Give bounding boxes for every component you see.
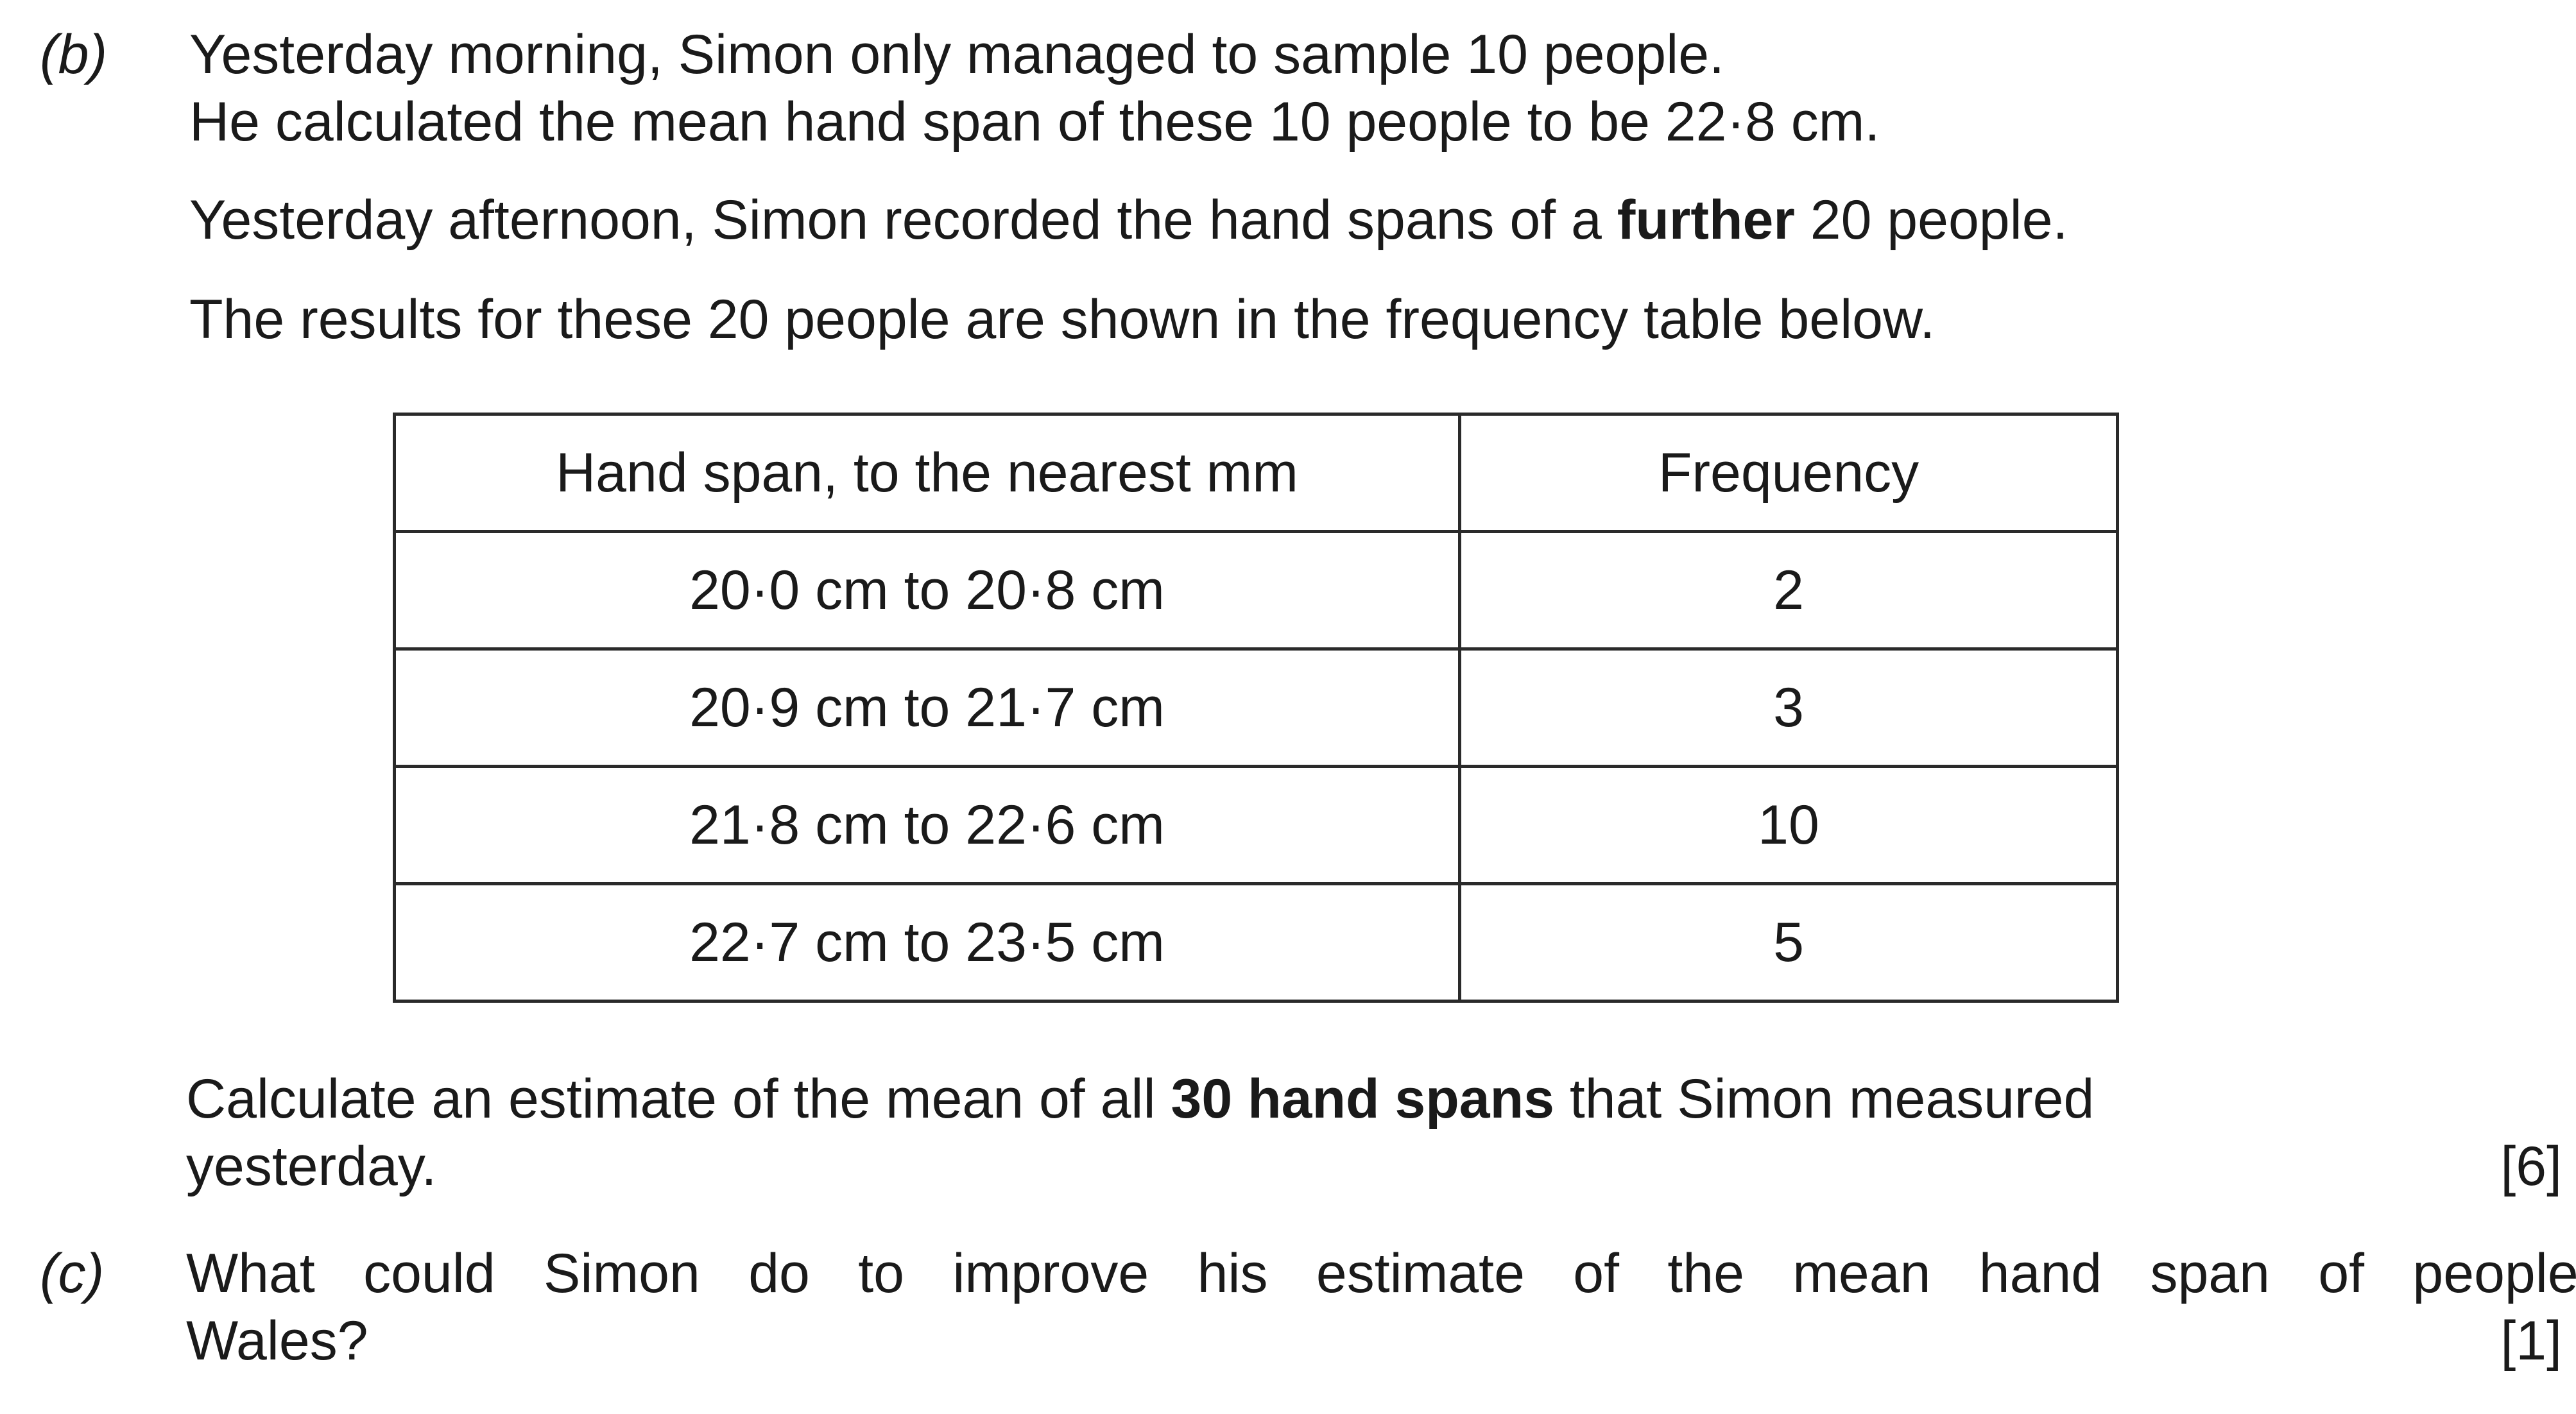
table-cell-hand-span: 20·0 cm to 20·8 cm bbox=[393, 530, 1461, 651]
table-header-row: Hand span, to the nearest mm Frequency bbox=[393, 413, 2119, 533]
question-text-bold: 30 hand spans bbox=[1171, 1068, 1554, 1130]
table-header-hand-span: Hand span, to the nearest mm bbox=[393, 413, 1461, 533]
frequency-table: Hand span, to the nearest mm Frequency 2… bbox=[393, 413, 2119, 1003]
table-header-frequency: Frequency bbox=[1458, 413, 2119, 533]
table-row: 21·8 cm to 22·6 cm 10 bbox=[393, 765, 2119, 885]
part-c-line-1: What could Simon do to improve his estim… bbox=[186, 1243, 2576, 1304]
table-row: 20·9 cm to 21·7 cm 3 bbox=[393, 647, 2119, 768]
question-text-before: Calculate an estimate of the mean of all bbox=[186, 1068, 1171, 1130]
part-b-question-line-1: Calculate an estimate of the mean of all… bbox=[186, 1067, 2094, 1131]
table-cell-hand-span: 22·7 cm to 23·5 cm bbox=[393, 882, 1461, 1003]
table-cell-hand-span: 20·9 cm to 21·7 cm bbox=[393, 647, 1461, 768]
table-cell-frequency: 10 bbox=[1458, 765, 2119, 885]
part-b-marks: [6] bbox=[2500, 1136, 2562, 1197]
part-b-label: (b) bbox=[40, 24, 108, 85]
afternoon-text-after: 20 people. bbox=[1794, 189, 2068, 251]
table-row: 22·7 cm to 23·5 cm 5 bbox=[393, 882, 2119, 1003]
table-cell-hand-span: 21·8 cm to 22·6 cm bbox=[393, 765, 1461, 885]
part-c-marks: [1] bbox=[2500, 1310, 2562, 1372]
part-c-line-2: Wales? bbox=[186, 1310, 368, 1372]
table-cell-frequency: 3 bbox=[1458, 647, 2119, 768]
part-b-afternoon-sentence: Yesterday afternoon, Simon recorded the … bbox=[189, 188, 2068, 252]
part-c-label: (c) bbox=[40, 1243, 105, 1304]
afternoon-text-before: Yesterday afternoon, Simon recorded the … bbox=[189, 189, 1617, 251]
question-text-after: that Simon measured bbox=[1554, 1068, 2095, 1130]
table-row: 20·0 cm to 20·8 cm 2 bbox=[393, 530, 2119, 651]
part-b-question-line-2: yesterday. bbox=[186, 1136, 437, 1197]
part-b-table-intro: The results for these 20 people are show… bbox=[189, 289, 1936, 350]
part-b-line-1: Yesterday morning, Simon only managed to… bbox=[189, 24, 1724, 85]
part-b-line-2: He calculated the mean hand span of thes… bbox=[189, 91, 1880, 153]
afternoon-text-bold: further bbox=[1617, 189, 1795, 251]
table-cell-frequency: 2 bbox=[1458, 530, 2119, 651]
table-cell-frequency: 5 bbox=[1458, 882, 2119, 1003]
